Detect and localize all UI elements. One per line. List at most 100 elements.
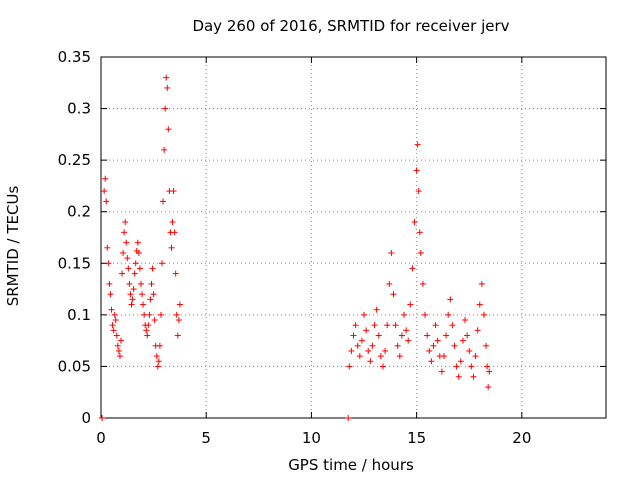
x-axis-label: GPS time / hours xyxy=(288,456,414,474)
data-point xyxy=(348,347,355,354)
data-point xyxy=(143,327,150,334)
data-point xyxy=(470,373,477,380)
data-point xyxy=(134,239,141,246)
data-point xyxy=(451,342,458,349)
data-point xyxy=(150,291,157,298)
data-point xyxy=(466,347,473,354)
data-point xyxy=(459,337,466,344)
data-point xyxy=(173,311,180,318)
data-point xyxy=(346,363,353,370)
y-tick-label: 0.3 xyxy=(67,100,91,118)
data-point xyxy=(415,188,422,195)
data-point xyxy=(109,322,116,329)
data-point xyxy=(426,347,433,354)
data-point xyxy=(375,332,382,339)
data-point xyxy=(164,84,171,91)
data-point xyxy=(132,260,139,267)
y-tick-label: 0 xyxy=(81,409,91,427)
data-point xyxy=(99,415,106,421)
data-point xyxy=(424,332,431,339)
data-point xyxy=(432,322,439,329)
data-point xyxy=(405,337,412,344)
data-point xyxy=(162,105,169,112)
data-point xyxy=(106,280,113,287)
data-point xyxy=(354,342,361,349)
data-point xyxy=(434,337,441,344)
data-point xyxy=(105,260,112,267)
data-point xyxy=(407,301,414,308)
grid-lines xyxy=(101,57,606,418)
x-tick-label: 0 xyxy=(96,429,106,447)
data-point xyxy=(398,332,405,339)
x-tick-label: 5 xyxy=(201,429,211,447)
data-point xyxy=(148,280,155,287)
data-point xyxy=(128,301,135,308)
data-point xyxy=(382,347,389,354)
data-point xyxy=(160,198,167,205)
y-tick-label: 0.25 xyxy=(58,151,91,169)
data-point xyxy=(486,368,493,375)
data-point xyxy=(485,384,492,391)
data-point xyxy=(438,368,445,375)
data-point xyxy=(409,265,416,272)
data-point xyxy=(113,332,120,339)
data-point xyxy=(365,347,372,354)
x-tick-label: 20 xyxy=(512,429,531,447)
data-point xyxy=(156,342,163,349)
data-point xyxy=(457,358,464,365)
data-point xyxy=(447,296,454,303)
data-point xyxy=(468,363,475,370)
data-point xyxy=(116,353,123,360)
data-point xyxy=(176,301,183,308)
data-point xyxy=(350,332,357,339)
data-point xyxy=(416,229,423,236)
data-point xyxy=(377,353,384,360)
data-point xyxy=(401,311,407,318)
data-point xyxy=(119,270,126,277)
data-point xyxy=(171,229,178,236)
data-point xyxy=(129,296,136,303)
data-point xyxy=(149,265,156,272)
data-point xyxy=(413,167,420,174)
data-point xyxy=(345,415,352,421)
data-point xyxy=(430,342,437,349)
y-tick-label: 0.15 xyxy=(58,254,91,272)
data-point xyxy=(122,219,129,226)
data-point xyxy=(120,249,127,256)
data-point xyxy=(117,337,124,344)
data-point xyxy=(101,188,108,195)
data-point xyxy=(386,280,393,287)
data-point xyxy=(449,322,456,329)
data-point xyxy=(170,188,177,195)
data-point xyxy=(358,337,365,344)
data-point xyxy=(103,198,110,205)
data-point xyxy=(131,270,138,277)
data-point xyxy=(483,342,490,349)
data-point xyxy=(440,353,447,360)
data-point xyxy=(125,265,132,272)
data-point xyxy=(419,280,426,287)
data-point xyxy=(445,311,452,318)
data-point xyxy=(157,311,164,318)
data-point xyxy=(141,311,148,318)
data-point xyxy=(108,306,115,313)
data-point xyxy=(390,291,397,298)
data-point xyxy=(163,74,170,81)
data-point xyxy=(110,327,117,334)
data-point xyxy=(104,244,111,251)
data-point xyxy=(363,327,370,334)
data-point xyxy=(403,327,410,334)
data-point xyxy=(464,332,471,339)
data-point xyxy=(121,229,128,236)
data-point xyxy=(153,353,160,360)
data-point xyxy=(396,353,403,360)
data-point xyxy=(126,280,133,287)
data-point xyxy=(478,280,485,287)
data-point xyxy=(417,249,424,256)
data-point xyxy=(127,291,134,298)
data-point xyxy=(414,141,421,148)
data-point xyxy=(165,126,172,133)
data-point xyxy=(388,249,395,256)
data-point xyxy=(115,347,122,354)
